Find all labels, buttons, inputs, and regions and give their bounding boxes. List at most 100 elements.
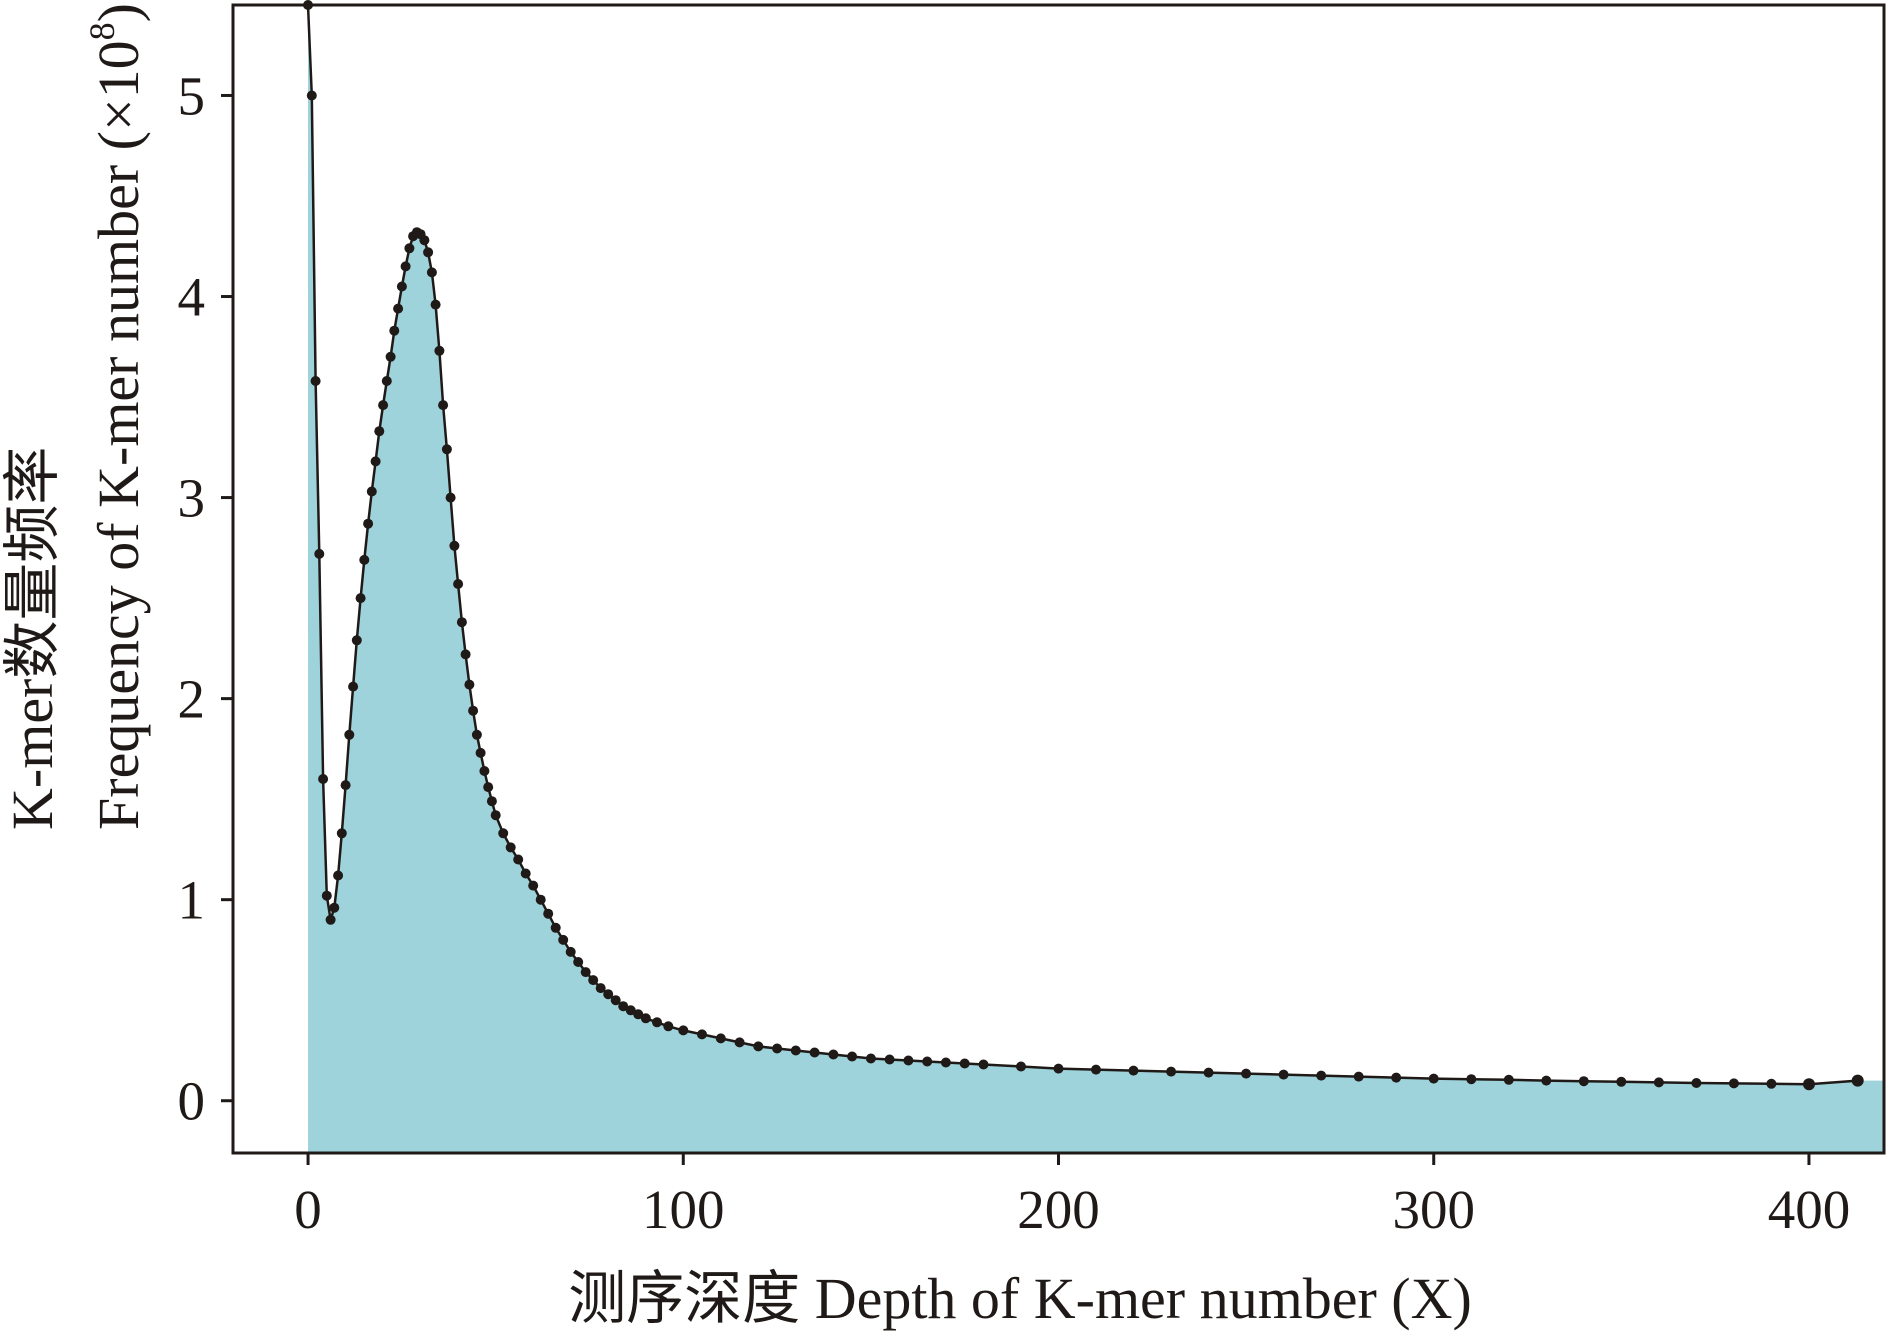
data-point (1353, 1071, 1364, 1082)
data-point (1578, 1076, 1589, 1087)
data-point (753, 1041, 764, 1052)
data-point (310, 376, 321, 386)
data-point (325, 914, 336, 925)
x-tick-label: 100 (642, 1179, 725, 1240)
data-point (441, 444, 452, 455)
data-point (370, 456, 381, 467)
data-point (340, 780, 351, 791)
data-point (734, 1037, 745, 1048)
data-point (558, 934, 569, 945)
data-point (610, 995, 621, 1006)
data-point (1203, 1067, 1214, 1078)
data-point (573, 957, 584, 967)
data-point (385, 351, 396, 362)
data-point (565, 946, 576, 957)
data-point (1278, 1069, 1289, 1080)
data-point (460, 649, 471, 660)
data-point (348, 681, 359, 692)
data-point (449, 540, 460, 551)
data-point (1653, 1077, 1664, 1088)
data-point (430, 299, 441, 310)
data-point (306, 90, 317, 101)
data-point (1541, 1075, 1552, 1086)
data-point (1851, 1074, 1864, 1087)
y-tick-label: 5 (178, 65, 206, 126)
data-point (378, 400, 389, 411)
data-point (903, 1055, 914, 1066)
data-point (475, 747, 486, 758)
data-point (393, 303, 404, 314)
data-point (1091, 1064, 1101, 1075)
data-point (520, 868, 531, 879)
data-point (1728, 1078, 1739, 1089)
data-point (498, 828, 509, 839)
y-axis-title-superscript: 8 (82, 22, 122, 40)
data-point (618, 1001, 629, 1012)
x-tick-label: 0 (294, 1179, 322, 1240)
data-point (535, 894, 546, 905)
data-point (1616, 1076, 1627, 1087)
data-point (445, 492, 456, 503)
x-axis-title: 测序深度 Depth of K-mer number (X) (568, 1266, 1472, 1331)
x-tick-label: 300 (1392, 1179, 1475, 1240)
y-tick-label: 0 (178, 1071, 206, 1132)
data-point (423, 247, 434, 258)
data-point (318, 774, 329, 784)
y-axis-title-close: ) (86, 3, 151, 22)
data-point (363, 518, 374, 529)
data-point (588, 975, 599, 986)
data-point (321, 890, 332, 901)
data-point (419, 235, 430, 246)
data-point (528, 880, 539, 891)
data-point (336, 828, 347, 839)
data-point (1391, 1072, 1402, 1083)
data-point (595, 983, 606, 994)
data-point (1241, 1068, 1252, 1079)
data-point (603, 989, 614, 1000)
x-tick-label: 400 (1768, 1179, 1851, 1240)
data-point (1691, 1078, 1702, 1088)
data-point (468, 705, 479, 716)
y-tick-label: 1 (178, 870, 206, 931)
data-point (359, 554, 370, 565)
y-axis-title: Frequency of K-mer number (×108) (82, 3, 151, 830)
data-point (366, 486, 377, 497)
data-point (1466, 1074, 1477, 1085)
data-point (790, 1045, 801, 1056)
data-point (1503, 1074, 1514, 1085)
data-point (865, 1053, 876, 1064)
y-tick-label: 3 (178, 468, 206, 529)
data-point (513, 854, 524, 865)
data-point (333, 870, 344, 881)
data-point (434, 345, 445, 356)
data-point (396, 281, 407, 292)
data-point (884, 1054, 895, 1065)
data-point (809, 1047, 820, 1058)
data-point (490, 810, 501, 821)
data-point (663, 1021, 674, 1032)
x-axis-ticks: 0 100 200 300 400 (294, 1153, 1850, 1240)
data-point (715, 1033, 726, 1044)
y-axis-title-base: Frequency of K-mer number (×10 (86, 40, 151, 830)
data-point (1766, 1078, 1777, 1089)
data-point (678, 1025, 689, 1036)
data-point (772, 1043, 783, 1054)
plot-area (303, 0, 1884, 1153)
data-point (697, 1029, 707, 1040)
data-point (828, 1049, 839, 1060)
data-point (438, 400, 449, 411)
y-axis-ticks: 0 1 2 3 4 5 (178, 65, 233, 1132)
data-point (464, 679, 475, 690)
data-point (580, 967, 591, 978)
data-point (652, 1017, 662, 1028)
data-point (486, 796, 497, 807)
data-point (479, 766, 490, 776)
data-point (426, 267, 437, 278)
data-point (374, 426, 385, 437)
x-tick-label: 200 (1017, 1179, 1100, 1240)
data-point (1128, 1065, 1139, 1076)
data-point (550, 922, 561, 933)
data-point (1166, 1066, 1177, 1077)
data-point (400, 261, 411, 272)
